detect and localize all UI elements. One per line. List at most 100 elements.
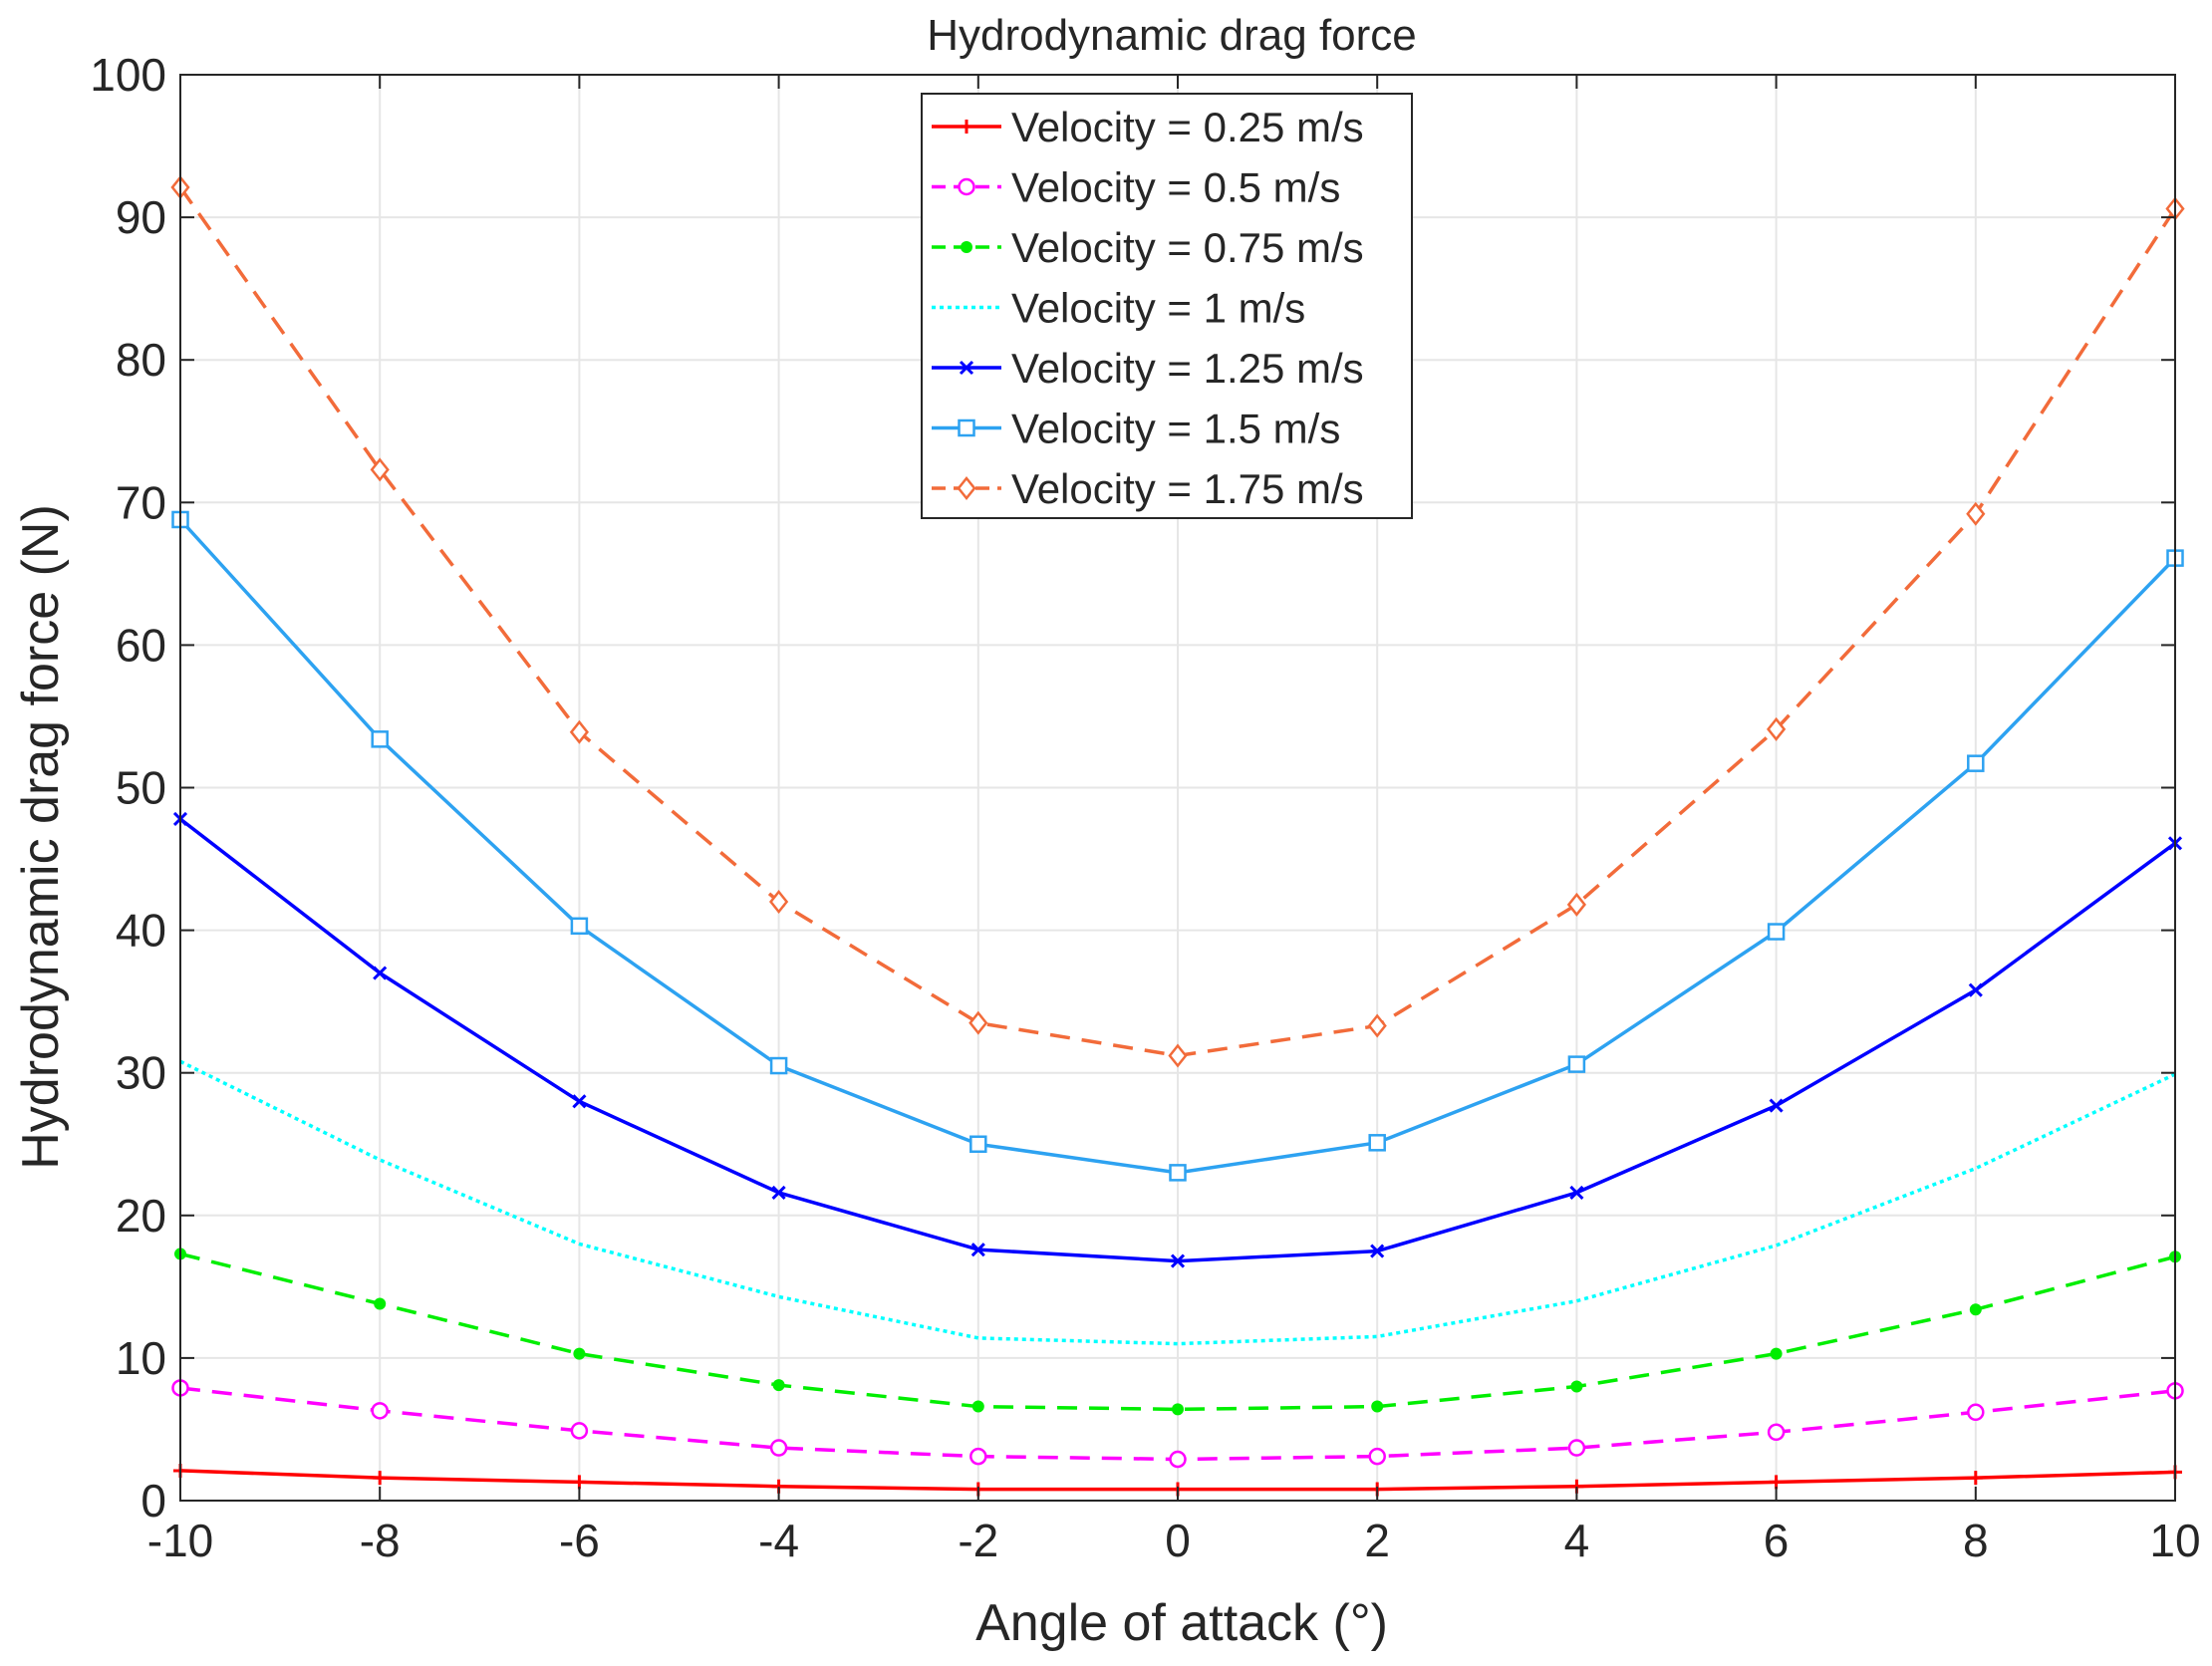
y-tick-label: 100 xyxy=(90,49,166,101)
y-tick-label: 40 xyxy=(116,905,166,957)
x-tick-label: -10 xyxy=(147,1515,213,1566)
data-point xyxy=(1968,1471,1983,1486)
series-line-3 xyxy=(179,1059,2176,1346)
data-point xyxy=(1169,1164,1187,1182)
data-point xyxy=(772,1379,785,1392)
x-tick-label: 4 xyxy=(1564,1515,1590,1566)
legend-label: Velocity = 0.5 m/s xyxy=(1011,164,1340,211)
y-tick-label: 60 xyxy=(116,619,166,671)
y-tick-label: 20 xyxy=(116,1190,166,1242)
data-point xyxy=(1567,1439,1586,1457)
y-tick-label: 50 xyxy=(116,762,166,814)
data-point xyxy=(572,1094,587,1109)
data-point xyxy=(769,1056,788,1075)
data-point xyxy=(1769,1098,1784,1113)
legend-marker xyxy=(960,120,973,134)
legend: Velocity = 0.25 m/s Velocity = 0.5 m/s Vel… xyxy=(921,93,1413,519)
data-point xyxy=(570,1422,589,1440)
y-tick-label: 70 xyxy=(116,476,166,528)
data-point xyxy=(1570,1380,1583,1393)
data-point xyxy=(1169,1450,1187,1469)
legend-entry-4: Velocity = 1.25 m/s xyxy=(932,345,1364,392)
legend-marker xyxy=(957,475,976,501)
data-point xyxy=(1767,1423,1786,1442)
data-point xyxy=(1969,1303,1982,1316)
x-tick-label: -6 xyxy=(559,1515,600,1566)
x-tick-label: 8 xyxy=(1963,1515,1989,1566)
legend-label: Velocity = 0.25 m/s xyxy=(1011,104,1364,150)
data-point xyxy=(968,1010,988,1035)
x-tick-label: 10 xyxy=(2149,1515,2200,1566)
legend-label: Velocity = 0.75 m/s xyxy=(1011,224,1364,271)
data-point xyxy=(971,1400,984,1413)
legend-marker xyxy=(959,360,974,376)
x-axis-label: Angle of attack (°) xyxy=(975,1594,1388,1652)
legend-label: Velocity = 1.75 m/s xyxy=(1011,465,1364,512)
data-point xyxy=(1368,1447,1386,1466)
y-tick-label: 80 xyxy=(116,334,166,386)
legend-entry-1: Velocity = 0.5 m/s xyxy=(932,164,1340,211)
data-point xyxy=(1966,501,1986,526)
y-tick-label: 90 xyxy=(116,191,166,243)
data-point xyxy=(1370,1244,1385,1258)
series-2 xyxy=(174,1248,2181,1416)
data-point xyxy=(771,1185,786,1200)
data-point xyxy=(371,730,389,748)
data-point xyxy=(1766,716,1787,741)
data-point xyxy=(969,1135,987,1153)
legend-entry-3: Velocity = 1 m/s xyxy=(932,285,1305,332)
data-point xyxy=(1168,1043,1188,1068)
chart-title: Hydrodynamic drag force xyxy=(927,11,1417,60)
data-point xyxy=(573,1347,586,1360)
data-point xyxy=(1170,1253,1186,1268)
y-tick-label: 0 xyxy=(140,1475,166,1527)
data-point xyxy=(1767,923,1786,941)
data-point xyxy=(1967,1403,1985,1422)
legend-entry-0: Velocity = 0.25 m/s xyxy=(932,104,1364,150)
y-tick-labels: 0 10 20 30 40 50 60 70 80 90 100 xyxy=(90,49,166,1527)
data-point xyxy=(1567,1055,1586,1073)
legend-label: Velocity = 1.25 m/s xyxy=(1011,345,1364,392)
data-point xyxy=(1368,1134,1386,1152)
data-point xyxy=(969,1447,987,1466)
data-point xyxy=(1569,1185,1584,1200)
data-point xyxy=(569,719,590,744)
axis-ticks xyxy=(179,74,2176,1502)
data-point xyxy=(1566,892,1587,917)
data-point xyxy=(374,1297,387,1310)
legend-entry-2: Velocity = 0.75 m/s xyxy=(932,224,1364,271)
legend-label: Velocity = 1.5 m/s xyxy=(1011,406,1340,452)
data-point xyxy=(373,1471,388,1486)
data-point xyxy=(1371,1400,1384,1413)
data-point xyxy=(769,1439,788,1457)
series-3 xyxy=(179,1059,2176,1346)
y-tick-label: 10 xyxy=(116,1332,166,1384)
data-point xyxy=(1367,1013,1387,1038)
x-tick-label: -8 xyxy=(360,1515,401,1566)
series-6 xyxy=(170,175,2185,1068)
legend-box xyxy=(921,93,1413,519)
legend-marker xyxy=(958,418,975,437)
x-tick-label: -2 xyxy=(958,1515,998,1566)
data-point xyxy=(373,966,388,980)
x-tick-label: 6 xyxy=(1764,1515,1790,1566)
legend-entries: Velocity = 0.25 m/s Velocity = 0.5 m/s Vel… xyxy=(932,104,1364,512)
data-point xyxy=(1172,1403,1184,1416)
x-tick-label: 2 xyxy=(1364,1515,1390,1566)
x-tick-label: -4 xyxy=(758,1515,799,1566)
series-5 xyxy=(171,510,2184,1182)
data-point xyxy=(970,1243,985,1257)
data-point xyxy=(371,1402,389,1420)
x-tick-labels: -10 -8 -6 -4 -2 0 2 4 6 8 10 xyxy=(147,1515,2201,1566)
y-axis-label: Hydrodynamic drag force (N) xyxy=(12,504,70,1170)
data-point xyxy=(1968,982,1983,997)
legend-marker xyxy=(961,241,972,253)
legend-marker xyxy=(958,177,975,196)
legend-label: Velocity = 1 m/s xyxy=(1011,285,1305,332)
x-tick-label: 0 xyxy=(1165,1515,1191,1566)
data-point xyxy=(768,889,789,914)
data-point xyxy=(370,457,390,482)
y-tick-label: 30 xyxy=(116,1047,166,1099)
data-point xyxy=(1967,754,1985,772)
